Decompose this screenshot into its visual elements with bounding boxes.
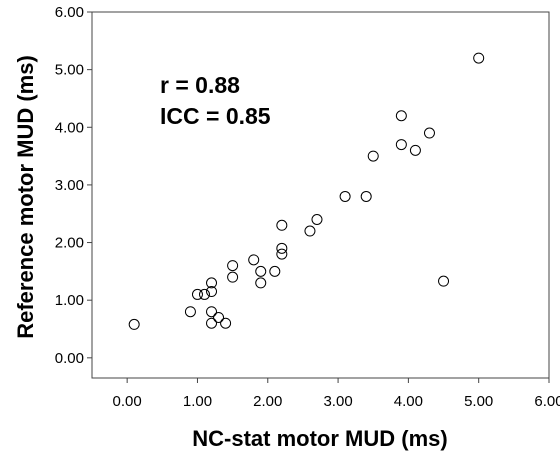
x-tick-label: 2.00 [253,393,282,410]
y-axis: 0.00 1.00 2.00 3.00 4.00 5.00 6.00 [55,4,92,367]
data-point [206,286,218,298]
y-tick-label: 1.00 [55,292,84,309]
x-axis: 0.00 1.00 2.00 3.00 4.00 5.00 6.00 [113,378,560,410]
y-tick-label: 4.00 [55,119,84,136]
data-point [276,242,288,254]
data-point [409,144,421,156]
data-point [367,150,379,162]
y-tick-label: 6.00 [55,4,84,21]
data-point [276,248,288,260]
x-tick-label: 0.00 [113,393,142,410]
x-axis-title: NC-stat motor MUD (ms) [192,426,447,451]
x-tick-label: 4.00 [394,393,423,410]
data-point [395,139,407,151]
data-point [438,275,450,287]
x-tick-label: 1.00 [183,393,212,410]
data-point [128,318,140,330]
data-point [191,288,203,300]
annotation-icc: ICC = 0.85 [160,103,271,129]
y-axis-title: Reference motor MUD (ms) [13,55,38,339]
data-point [227,260,239,272]
data-point [206,277,218,289]
x-tick-label: 5.00 [464,393,493,410]
data-point [311,213,323,225]
data-point [206,306,218,318]
data-point [184,306,196,318]
x-tick-label: 6.00 [534,393,560,410]
data-point [423,127,435,139]
data-point [213,311,225,323]
data-point [220,317,232,329]
y-tick-label: 5.00 [55,62,84,79]
data-point [360,190,372,202]
data-point [198,288,210,300]
data-point [269,265,281,277]
data-points [128,52,485,330]
data-point [339,190,351,202]
data-point [227,271,239,283]
data-point [276,219,288,231]
x-tick-label: 3.00 [323,393,352,410]
y-tick-label: 2.00 [55,235,84,252]
annotation-r: r = 0.88 [160,72,240,98]
plot-frame [91,11,550,379]
data-point [395,110,407,122]
data-point [206,317,218,329]
y-tick-label: 0.00 [55,350,84,367]
data-point [304,225,316,237]
y-tick-label: 3.00 [55,177,84,194]
data-point [255,277,267,289]
data-point [248,254,260,266]
data-point [473,52,485,64]
data-point [255,265,267,277]
